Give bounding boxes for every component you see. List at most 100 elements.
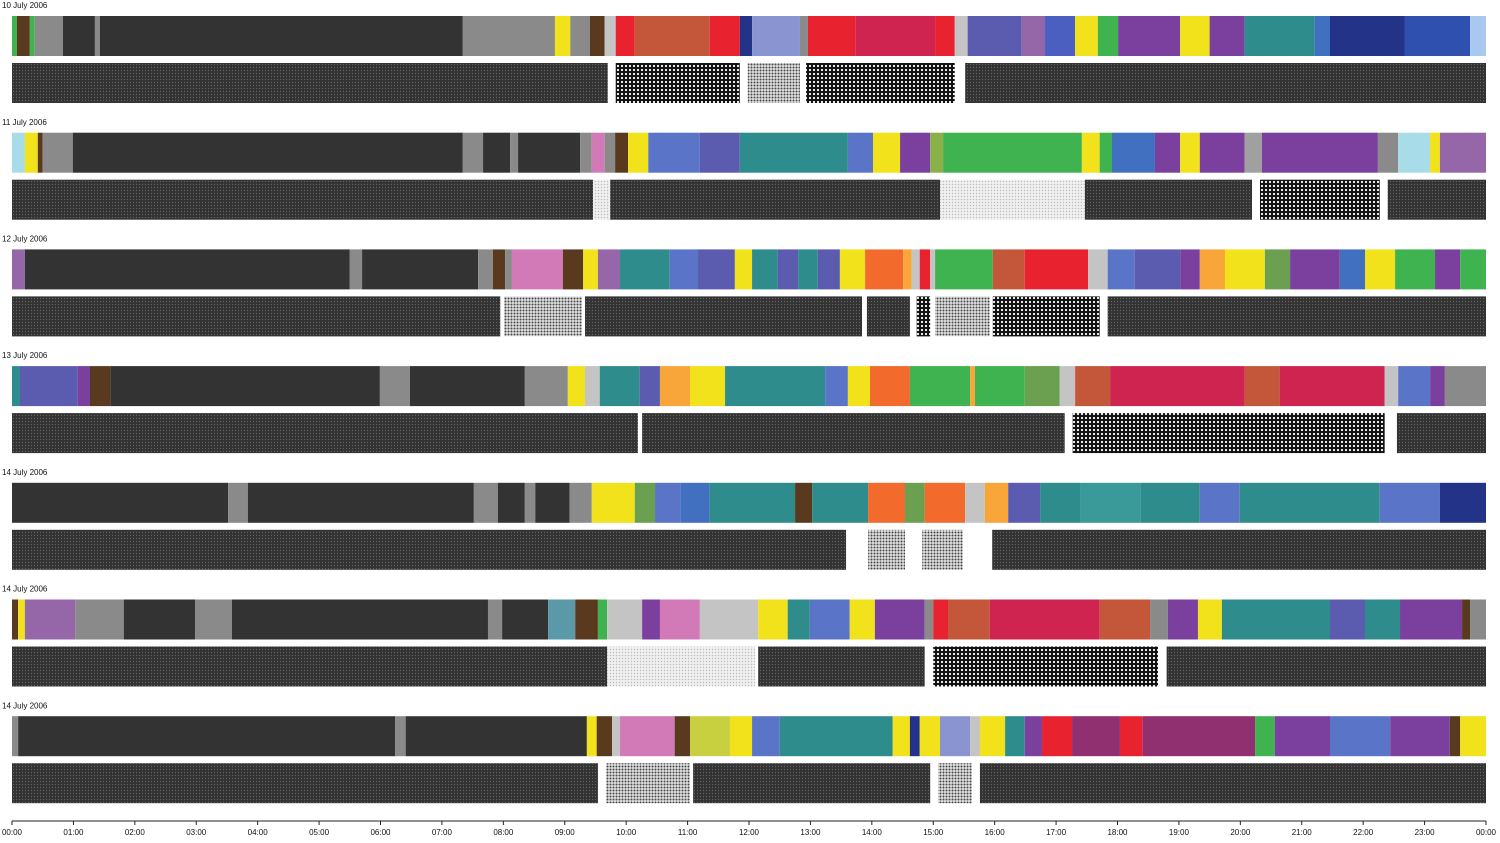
location-segment — [693, 763, 931, 804]
day-label: 13 July 2006 — [2, 351, 48, 360]
activity-segment — [1264, 249, 1291, 290]
activity-segment — [16, 16, 30, 56]
activity-segment — [924, 482, 966, 523]
activity-segment — [892, 716, 910, 757]
activity-segment — [1154, 132, 1181, 173]
x-tick-label: 23:00 — [1415, 828, 1436, 837]
activity-segment — [839, 249, 866, 290]
activity-segment — [642, 599, 660, 640]
activity-segment — [1239, 482, 1380, 523]
activity-segment — [1261, 132, 1378, 173]
activity-segment — [752, 249, 778, 290]
activity-segment — [487, 599, 503, 640]
activity-segment — [1255, 716, 1275, 757]
activity-segment — [634, 482, 656, 523]
activity-segment — [18, 599, 25, 640]
activity-segment — [817, 249, 840, 290]
location-segment — [12, 413, 638, 454]
activity-segment — [1390, 716, 1450, 757]
activity-segment — [1008, 482, 1041, 523]
location-segment — [1107, 296, 1486, 337]
location-segment — [940, 179, 1085, 220]
activity-segment — [639, 366, 660, 407]
location-segment — [747, 63, 800, 103]
location-segment — [605, 763, 691, 804]
location-segment — [1166, 646, 1486, 687]
activity-segment — [596, 716, 613, 757]
activity-segment — [970, 366, 976, 407]
activity-segment — [511, 249, 563, 290]
activity-segment — [975, 366, 1025, 407]
activity-segment — [29, 16, 35, 56]
activity-segment — [1059, 366, 1076, 407]
location-segment — [922, 529, 963, 570]
activity-segment — [1118, 16, 1181, 56]
activity-segment — [548, 599, 576, 640]
activity-segment — [1150, 599, 1168, 640]
activity-segment — [497, 482, 525, 523]
activity-segment — [1244, 366, 1280, 407]
activity-segment — [1180, 16, 1210, 56]
activity-segment — [648, 132, 700, 173]
activity-segment — [874, 599, 925, 640]
activity-segment — [984, 482, 1009, 523]
activity-segment — [492, 249, 506, 290]
x-tick-label: 07:00 — [432, 828, 453, 837]
activity-segment — [349, 249, 363, 290]
location-segment — [916, 296, 931, 337]
activity-segment — [1199, 132, 1245, 173]
activity-segment — [752, 16, 800, 56]
activity-segment — [787, 599, 810, 640]
location-segment — [1259, 179, 1380, 220]
activity-segment — [473, 482, 498, 523]
x-tick-label: 02:00 — [125, 828, 146, 837]
activity-segment — [1005, 716, 1025, 757]
activity-segment — [869, 366, 910, 407]
activity-segment — [1377, 132, 1399, 173]
activity-segment — [585, 366, 600, 407]
activity-segment — [1099, 599, 1151, 640]
activity-segment — [1439, 132, 1486, 173]
location-segment — [806, 63, 955, 103]
activity-segment — [1119, 716, 1143, 757]
activity-segment — [1045, 16, 1076, 56]
activity-segment — [615, 132, 629, 173]
location-segment — [992, 529, 1486, 570]
activity-segment — [1041, 716, 1073, 757]
activity-segment — [1024, 249, 1089, 290]
activity-segment — [825, 366, 848, 407]
activity-segment — [1021, 16, 1046, 56]
activity-segment — [99, 16, 463, 56]
day-label: 10 July 2006 — [2, 1, 48, 10]
location-segment — [1084, 179, 1253, 220]
activity-segment — [669, 249, 699, 290]
activity-segment — [110, 366, 380, 407]
activity-segment — [1330, 716, 1391, 757]
activity-segment — [586, 716, 597, 757]
activity-segment — [1330, 599, 1366, 640]
activity-segment — [570, 16, 590, 56]
activity-segment — [900, 132, 931, 173]
activity-segment — [1365, 249, 1396, 290]
activity-segment — [709, 482, 796, 523]
activity-segment — [930, 249, 936, 290]
activity-segment — [1365, 599, 1401, 640]
activity-segment — [1462, 599, 1471, 640]
x-tick-label: 21:00 — [1292, 828, 1313, 837]
x-tick-label: 06:00 — [370, 828, 391, 837]
x-tick-label: 19:00 — [1169, 828, 1190, 837]
x-tick-label: 00:00 — [2, 828, 23, 837]
activity-segment — [1167, 599, 1198, 640]
activity-segment — [478, 249, 493, 290]
activity-segment — [1244, 16, 1315, 56]
location-segment — [615, 63, 740, 103]
activity-segment — [620, 716, 675, 757]
activity-segment — [231, 599, 488, 640]
activity-segment — [123, 599, 196, 640]
x-tick-label: 10:00 — [616, 828, 637, 837]
activity-segment — [1384, 366, 1399, 407]
activity-segment — [779, 716, 893, 757]
activity-segment — [94, 16, 100, 56]
activity-segment — [690, 366, 726, 407]
day-label: 14 July 2006 — [2, 585, 48, 594]
